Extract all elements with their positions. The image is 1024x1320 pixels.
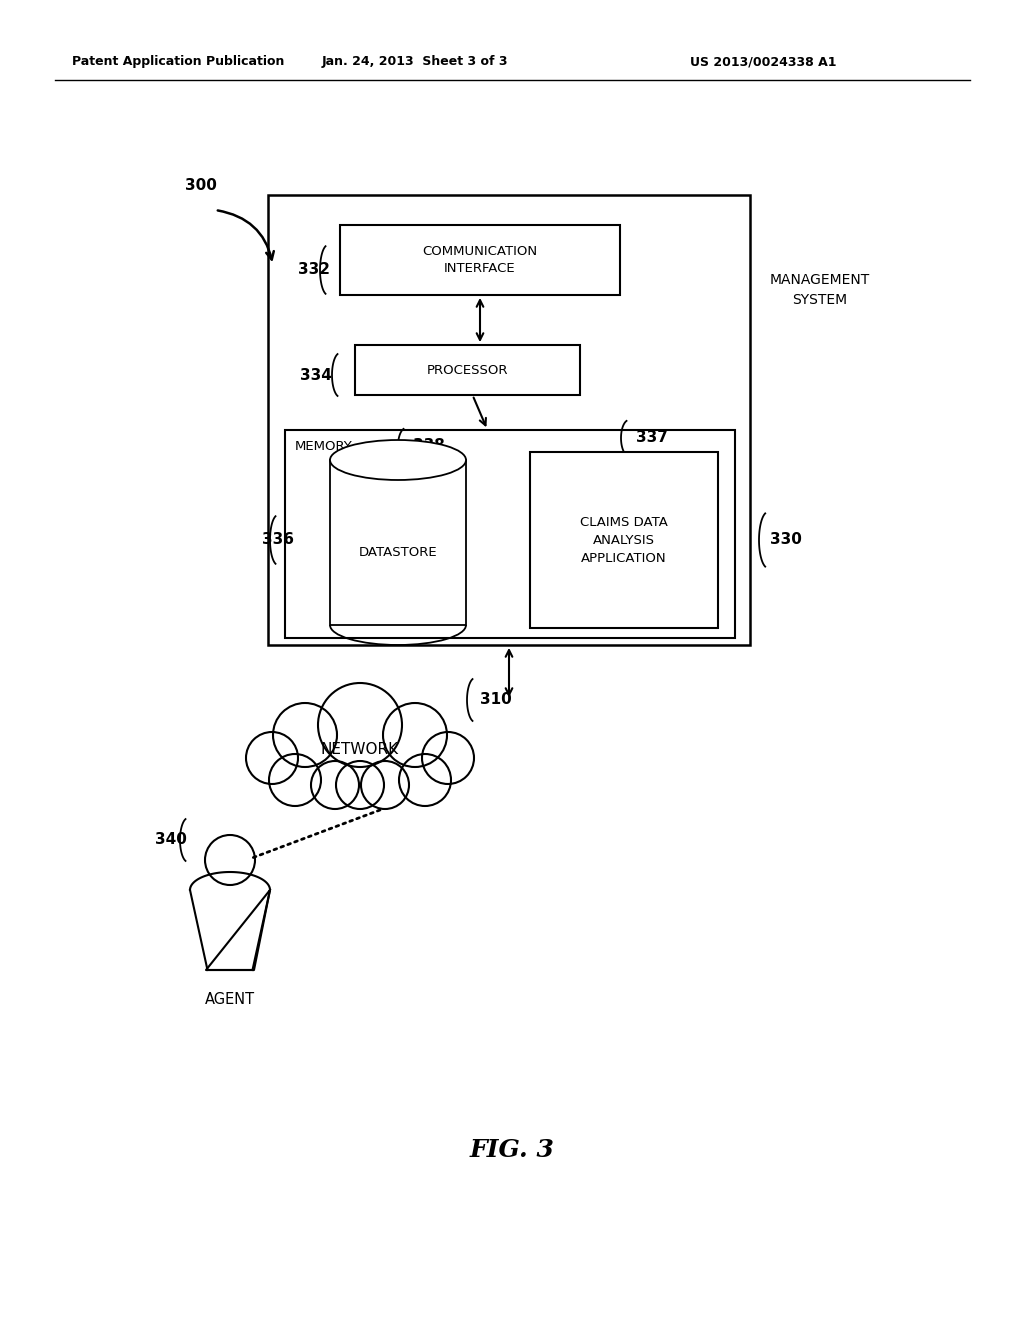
FancyBboxPatch shape <box>330 459 466 624</box>
Text: NETWORK: NETWORK <box>321 742 399 758</box>
Text: 336: 336 <box>262 532 294 548</box>
Circle shape <box>318 682 402 767</box>
Text: 340: 340 <box>155 833 186 847</box>
Text: MEMORY: MEMORY <box>295 440 352 453</box>
Text: DATASTORE: DATASTORE <box>358 546 437 558</box>
Text: Jan. 24, 2013  Sheet 3 of 3: Jan. 24, 2013 Sheet 3 of 3 <box>322 55 508 69</box>
Text: MANAGEMENT
SYSTEM: MANAGEMENT SYSTEM <box>770 273 870 306</box>
Ellipse shape <box>330 440 466 480</box>
Circle shape <box>311 762 359 809</box>
Circle shape <box>336 762 384 809</box>
Text: 338: 338 <box>413 438 444 454</box>
Circle shape <box>399 754 451 807</box>
Text: US 2013/0024338 A1: US 2013/0024338 A1 <box>690 55 837 69</box>
Text: 310: 310 <box>480 693 512 708</box>
Text: 300: 300 <box>185 177 217 193</box>
Circle shape <box>269 754 321 807</box>
FancyBboxPatch shape <box>285 430 735 638</box>
Text: 332: 332 <box>298 263 330 277</box>
Text: 334: 334 <box>300 367 332 383</box>
Text: 337: 337 <box>636 430 668 446</box>
FancyBboxPatch shape <box>268 195 750 645</box>
Text: COMMUNICATION
INTERFACE: COMMUNICATION INTERFACE <box>423 246 538 275</box>
Text: 330: 330 <box>770 532 802 548</box>
Text: CLAIMS DATA
ANALYSIS
APPLICATION: CLAIMS DATA ANALYSIS APPLICATION <box>580 516 668 565</box>
Circle shape <box>273 704 337 767</box>
Circle shape <box>383 704 447 767</box>
Text: AGENT: AGENT <box>205 993 255 1007</box>
FancyBboxPatch shape <box>355 345 580 395</box>
FancyBboxPatch shape <box>530 451 718 628</box>
Circle shape <box>361 762 409 809</box>
FancyBboxPatch shape <box>340 224 620 294</box>
Circle shape <box>422 733 474 784</box>
Text: Patent Application Publication: Patent Application Publication <box>72 55 285 69</box>
Text: FIG. 3: FIG. 3 <box>470 1138 554 1162</box>
Text: PROCESSOR: PROCESSOR <box>427 363 508 376</box>
Circle shape <box>246 733 298 784</box>
